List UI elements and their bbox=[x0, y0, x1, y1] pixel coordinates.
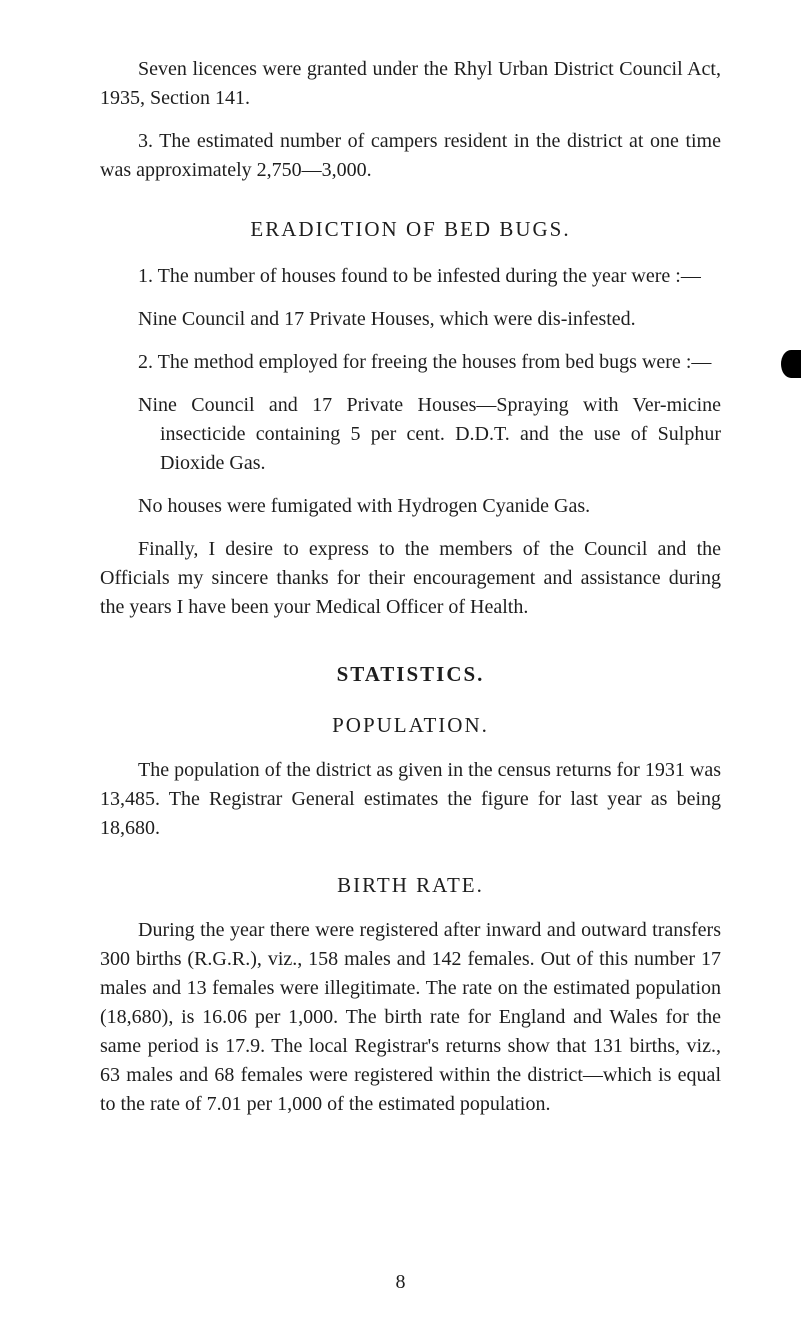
paragraph-finally: Finally, I desire to express to the memb… bbox=[100, 535, 721, 622]
page-number: 8 bbox=[0, 1271, 801, 1294]
paragraph-campers: 3. The estimated number of campers resid… bbox=[100, 127, 721, 185]
heading-birth-rate: BIRTH RATE. bbox=[100, 873, 721, 898]
paragraph-spraying: Nine Council and 17 Private Houses—Spray… bbox=[100, 391, 721, 478]
paragraph-licences: Seven licences were granted under the Rh… bbox=[100, 55, 721, 113]
document-page: Seven licences were granted under the Rh… bbox=[0, 0, 801, 1326]
paragraph-infested-intro: 1. The number of houses found to be infe… bbox=[100, 262, 721, 291]
paragraph-method-intro: 2. The method employed for freeing the h… bbox=[100, 348, 721, 377]
paragraph-disinfested: Nine Council and 17 Private Houses, whic… bbox=[100, 305, 721, 334]
heading-statistics: STATISTICS. bbox=[100, 662, 721, 687]
edge-marker-icon bbox=[781, 350, 801, 378]
heading-population: POPULATION. bbox=[100, 713, 721, 738]
heading-eradiction: ERADICTION OF BED BUGS. bbox=[100, 217, 721, 242]
paragraph-population: The population of the district as given … bbox=[100, 756, 721, 843]
paragraph-fumigated: No houses were fumigated with Hydrogen C… bbox=[100, 492, 721, 521]
paragraph-birth-rate: During the year there were registered af… bbox=[100, 916, 721, 1119]
